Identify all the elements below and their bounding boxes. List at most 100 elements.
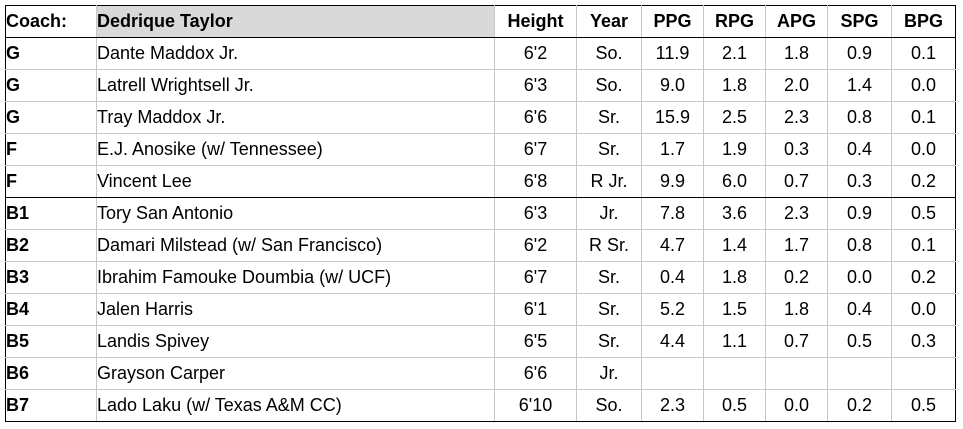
height-cell: 6'6 bbox=[494, 101, 577, 134]
table-row: B6 Grayson Carper 6'6 Jr. bbox=[5, 357, 956, 390]
height-cell: 6'3 bbox=[494, 69, 577, 102]
apg-cell: 2.3 bbox=[765, 197, 828, 230]
ppg-cell: 9.9 bbox=[641, 165, 704, 198]
bpg-cell: 0.2 bbox=[891, 261, 956, 294]
position-cell: F bbox=[5, 133, 97, 166]
bpg-cell bbox=[891, 357, 956, 390]
player-name-cell: Jalen Harris bbox=[96, 293, 495, 326]
rpg-cell: 1.4 bbox=[703, 229, 766, 262]
apg-cell: 0.7 bbox=[765, 165, 828, 198]
rpg-cell: 1.8 bbox=[703, 261, 766, 294]
rpg-cell: 1.5 bbox=[703, 293, 766, 326]
apg-cell: 0.7 bbox=[765, 325, 828, 358]
spg-cell: 0.3 bbox=[827, 165, 892, 198]
bpg-cell: 0.1 bbox=[891, 229, 956, 262]
year-cell: Sr. bbox=[576, 101, 642, 134]
spg-cell: 0.5 bbox=[827, 325, 892, 358]
spg-cell: 0.0 bbox=[827, 261, 892, 294]
apg-cell: 0.2 bbox=[765, 261, 828, 294]
bpg-cell: 0.0 bbox=[891, 69, 956, 102]
table-row: B2 Damari Milstead (w/ San Francisco) 6'2 R… bbox=[5, 229, 956, 262]
table-row: B7 Lado Laku (w/ Texas A&M CC) 6'10 So. 2.3 0… bbox=[5, 389, 956, 422]
position-cell: B6 bbox=[5, 357, 97, 390]
player-name-cell: Grayson Carper bbox=[96, 357, 495, 390]
bpg-cell: 0.1 bbox=[891, 101, 956, 134]
rpg-cell: 2.5 bbox=[703, 101, 766, 134]
rpg-cell: 2.1 bbox=[703, 37, 766, 70]
bpg-cell: 0.1 bbox=[891, 37, 956, 70]
position-cell: B7 bbox=[5, 389, 97, 422]
year-cell: Jr. bbox=[576, 357, 642, 390]
year-cell: Sr. bbox=[576, 325, 642, 358]
height-cell: 6'10 bbox=[494, 389, 577, 422]
position-cell: G bbox=[5, 37, 97, 70]
position-cell: B1 bbox=[5, 197, 97, 230]
header-row: Coach: Dedrique Taylor Height Year PPG R… bbox=[5, 5, 956, 38]
rpg-cell: 1.9 bbox=[703, 133, 766, 166]
year-cell: R Jr. bbox=[576, 165, 642, 198]
year-cell: Jr. bbox=[576, 197, 642, 230]
spg-cell: 0.2 bbox=[827, 389, 892, 422]
ppg-cell: 9.0 bbox=[641, 69, 704, 102]
apg-cell: 2.0 bbox=[765, 69, 828, 102]
bpg-cell: 0.5 bbox=[891, 389, 956, 422]
player-name-cell: Ibrahim Famouke Doumbia (w/ UCF) bbox=[96, 261, 495, 294]
column-header-bpg: BPG bbox=[891, 5, 956, 38]
table-row: B4 Jalen Harris 6'1 Sr. 5.2 1.5 1.8 0.4 0.0 bbox=[5, 293, 956, 326]
position-cell: B2 bbox=[5, 229, 97, 262]
spg-cell bbox=[827, 357, 892, 390]
ppg-cell bbox=[641, 357, 704, 390]
ppg-cell: 0.4 bbox=[641, 261, 704, 294]
year-cell: So. bbox=[576, 389, 642, 422]
rpg-cell: 0.5 bbox=[703, 389, 766, 422]
coach-name: Dedrique Taylor bbox=[96, 5, 495, 38]
rpg-cell: 1.8 bbox=[703, 69, 766, 102]
rpg-cell: 3.6 bbox=[703, 197, 766, 230]
apg-cell bbox=[765, 357, 828, 390]
rpg-cell bbox=[703, 357, 766, 390]
height-cell: 6'3 bbox=[494, 197, 577, 230]
column-header-ppg: PPG bbox=[641, 5, 704, 38]
year-cell: Sr. bbox=[576, 293, 642, 326]
rpg-cell: 1.1 bbox=[703, 325, 766, 358]
column-header-rpg: RPG bbox=[703, 5, 766, 38]
ppg-cell: 2.3 bbox=[641, 389, 704, 422]
height-cell: 6'6 bbox=[494, 357, 577, 390]
position-cell: B5 bbox=[5, 325, 97, 358]
height-cell: 6'2 bbox=[494, 37, 577, 70]
player-name-cell: Lado Laku (w/ Texas A&M CC) bbox=[96, 389, 495, 422]
table-row: G Dante Maddox Jr. 6'2 So. 11.9 2.1 1.8 0.9 0.1 bbox=[5, 37, 956, 70]
height-cell: 6'8 bbox=[494, 165, 577, 198]
bpg-cell: 0.3 bbox=[891, 325, 956, 358]
spg-cell: 0.8 bbox=[827, 229, 892, 262]
apg-cell: 2.3 bbox=[765, 101, 828, 134]
table-row: B5 Landis Spivey 6'5 Sr. 4.4 1.1 0.7 0.5 0.3 bbox=[5, 325, 956, 358]
player-name-cell: Tray Maddox Jr. bbox=[96, 101, 495, 134]
apg-cell: 1.8 bbox=[765, 37, 828, 70]
rpg-cell: 6.0 bbox=[703, 165, 766, 198]
bpg-cell: 0.0 bbox=[891, 133, 956, 166]
ppg-cell: 15.9 bbox=[641, 101, 704, 134]
apg-cell: 1.8 bbox=[765, 293, 828, 326]
bpg-cell: 0.5 bbox=[891, 197, 956, 230]
spg-cell: 0.4 bbox=[827, 133, 892, 166]
apg-cell: 1.7 bbox=[765, 229, 828, 262]
column-header-spg: SPG bbox=[827, 5, 892, 38]
ppg-cell: 7.8 bbox=[641, 197, 704, 230]
apg-cell: 0.0 bbox=[765, 389, 828, 422]
player-name-cell: Latrell Wrightsell Jr. bbox=[96, 69, 495, 102]
position-cell: G bbox=[5, 69, 97, 102]
year-cell: Sr. bbox=[576, 133, 642, 166]
table-row: F Vincent Lee 6'8 R Jr. 9.9 6.0 0.7 0.3 0.2 bbox=[5, 165, 956, 198]
column-header-year: Year bbox=[576, 5, 642, 38]
column-header-height: Height bbox=[494, 5, 577, 38]
table-row: B1 Tory San Antonio 6'3 Jr. 7.8 3.6 2.3 0.9 0.5 bbox=[5, 197, 956, 230]
bpg-cell: 0.2 bbox=[891, 165, 956, 198]
spg-cell: 1.4 bbox=[827, 69, 892, 102]
position-cell: G bbox=[5, 101, 97, 134]
spg-cell: 0.9 bbox=[827, 37, 892, 70]
position-cell: B4 bbox=[5, 293, 97, 326]
year-cell: So. bbox=[576, 37, 642, 70]
ppg-cell: 1.7 bbox=[641, 133, 704, 166]
coach-label: Coach: bbox=[5, 5, 97, 38]
